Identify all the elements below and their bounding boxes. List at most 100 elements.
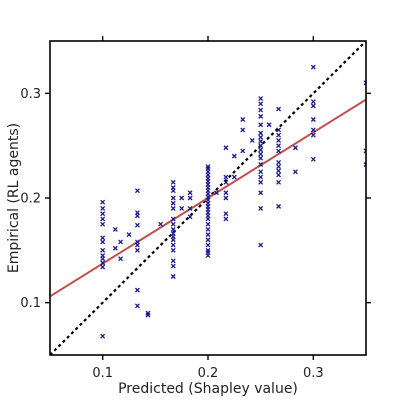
regression-line	[50, 98, 366, 298]
data-point	[223, 190, 229, 196]
data-point	[276, 106, 282, 112]
data-point	[310, 156, 316, 162]
data-point	[205, 221, 211, 227]
data-point	[179, 195, 185, 201]
data-point	[118, 239, 124, 245]
data-point	[205, 232, 211, 238]
data-point	[100, 264, 106, 270]
data-point	[249, 137, 255, 143]
tick-layer: 0.1 0.2 0.3 0.1 0.2 0.3	[20, 36, 371, 381]
data-point	[179, 206, 185, 211]
data-point	[223, 211, 229, 217]
data-point	[276, 137, 282, 143]
data-point	[258, 179, 264, 185]
data-point	[100, 206, 106, 211]
data-point	[126, 232, 132, 238]
data-point	[258, 151, 264, 157]
data-point	[170, 216, 176, 222]
data-point	[205, 237, 211, 243]
data-point	[170, 231, 176, 237]
data-point	[223, 145, 229, 151]
data-point	[134, 247, 140, 253]
data-point	[187, 214, 193, 220]
data-point	[170, 195, 176, 201]
data-point	[100, 260, 106, 266]
data-point	[205, 164, 211, 170]
data-point	[170, 263, 176, 269]
data-layer	[50, 41, 366, 355]
data-point	[258, 101, 264, 107]
data-point	[205, 247, 211, 253]
data-point	[258, 147, 264, 153]
data-point	[223, 174, 229, 180]
data-point	[134, 222, 140, 228]
data-point	[258, 113, 264, 119]
data-point	[100, 216, 106, 222]
data-point	[112, 245, 118, 251]
data-point	[170, 185, 176, 190]
data-point	[258, 107, 264, 113]
data-point	[231, 174, 237, 180]
data-point	[276, 159, 282, 165]
data-point	[100, 247, 106, 253]
data-point	[310, 132, 316, 138]
data-point	[292, 145, 298, 151]
data-point	[276, 148, 282, 154]
data-point	[187, 190, 193, 196]
data-point	[240, 127, 246, 133]
x-tick-label: 0.3	[303, 366, 324, 381]
data-point	[258, 122, 264, 128]
data-point	[276, 143, 282, 149]
data-point	[276, 172, 282, 178]
data-point	[276, 164, 282, 170]
data-point	[158, 221, 164, 227]
data-point	[310, 127, 316, 133]
data-point	[223, 195, 229, 201]
plot-frame	[49, 40, 367, 356]
data-point	[258, 130, 264, 136]
data-point	[258, 143, 264, 149]
data-point	[276, 127, 282, 133]
data-point	[100, 239, 106, 245]
data-point	[145, 312, 151, 318]
data-point	[170, 221, 176, 227]
y-axis-label: Empirical (RL agents)	[6, 123, 22, 273]
data-point	[258, 174, 264, 180]
data-point	[258, 139, 264, 144]
data-point	[100, 253, 106, 259]
data-point	[170, 274, 176, 279]
data-point	[170, 226, 176, 232]
data-point	[134, 210, 140, 216]
data-point	[134, 188, 140, 194]
x-tick-label: 0.1	[92, 366, 113, 381]
data-point	[310, 99, 316, 105]
data-point	[100, 333, 106, 339]
data-point	[258, 169, 264, 175]
data-point	[266, 122, 272, 128]
data-point	[292, 169, 298, 175]
data-point	[100, 199, 106, 205]
data-point	[205, 242, 211, 248]
data-point	[310, 64, 316, 70]
data-point	[134, 239, 140, 245]
data-point	[276, 132, 282, 138]
data-point	[170, 206, 176, 211]
data-point	[170, 258, 176, 264]
data-point	[363, 162, 366, 167]
data-point	[100, 211, 106, 217]
data-point	[170, 200, 176, 206]
y-tick-label: 0.2	[20, 192, 41, 207]
data-point	[205, 226, 211, 232]
data-point	[258, 96, 264, 102]
data-point	[258, 190, 264, 196]
data-point	[258, 134, 264, 140]
data-point	[258, 206, 264, 211]
y-tick-label: 0.1	[20, 296, 41, 311]
data-point	[310, 103, 316, 109]
data-point	[112, 226, 118, 232]
data-point	[240, 117, 246, 122]
data-point	[170, 247, 176, 253]
x-tick-label: 0.2	[198, 366, 219, 381]
data-point	[258, 155, 264, 161]
